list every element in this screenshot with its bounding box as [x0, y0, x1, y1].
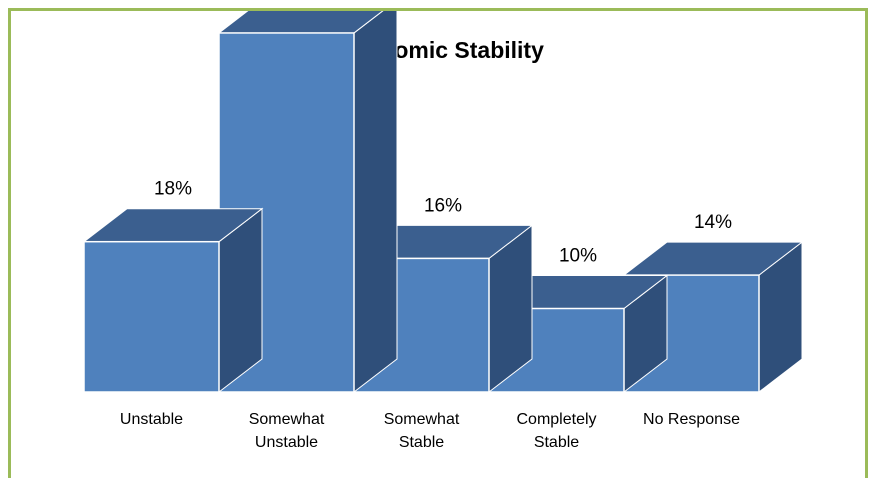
- category-label-4: No Response: [643, 411, 740, 428]
- category-label-2-line-1: Stable: [399, 434, 444, 451]
- chart-frame: Economic Stability 18%Unstable43%Somewha…: [8, 8, 868, 478]
- bar-0: [82, 207, 264, 394]
- value-label-0: 18%: [154, 179, 192, 200]
- value-label-4: 14%: [694, 212, 732, 233]
- category-label-0: Unstable: [120, 411, 183, 428]
- category-label-2-line-0: Somewhat: [384, 411, 460, 428]
- chart-plot: 18%Unstable43%SomewhatUnstable16%Somewha…: [82, 11, 804, 451]
- category-label-1-line-0: Somewhat: [249, 411, 325, 428]
- bar-front-0: [83, 240, 220, 393]
- category-label-3-line-1: Stable: [534, 434, 579, 451]
- value-label-3: 10%: [559, 246, 597, 267]
- category-label-3-line-0: Completely: [516, 411, 596, 428]
- value-label-2: 16%: [424, 195, 462, 216]
- bar-side-1: [353, 11, 398, 394]
- category-label-1-line-1: Unstable: [255, 434, 318, 451]
